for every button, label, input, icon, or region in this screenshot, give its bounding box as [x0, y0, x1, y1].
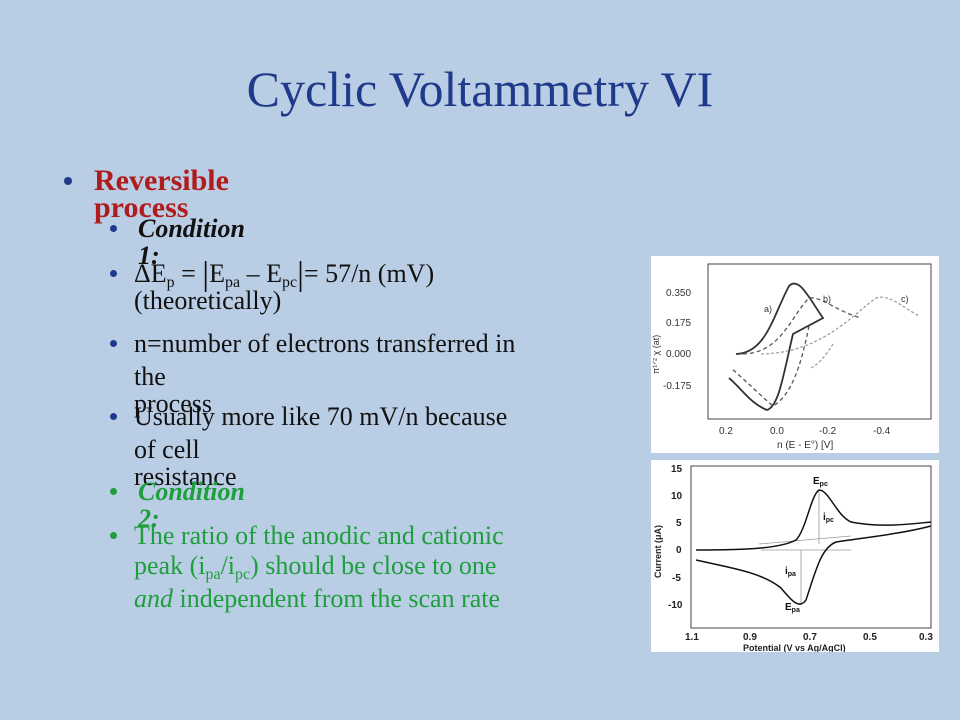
ratio-sub-pc: pc	[235, 566, 251, 583]
y-tick-label: 0.350	[666, 288, 691, 299]
y-tick-label: -5	[672, 573, 681, 584]
bullet-usually-line1: Usually more like 70 mV/n because	[134, 402, 508, 431]
baseline-anodic	[758, 535, 852, 545]
bullet-dot	[110, 532, 117, 539]
x-tick-label: 0.5	[863, 632, 877, 643]
annotation-epa: Epa	[785, 602, 800, 614]
x-axis-label: Potential (V vs Ag/AgCl)	[743, 643, 846, 652]
ratio-text-a: peak (i	[134, 551, 206, 580]
bullet-dot	[110, 225, 117, 232]
bullet-dot	[64, 177, 72, 185]
formula-sub-pc: pc	[281, 274, 298, 291]
formula-minus-e: – E	[240, 259, 282, 288]
bullet-theoretically: (theoretically)	[134, 286, 282, 315]
figure-bottom-voltammogram: 15 10 5 0 -5 -10 Current (μA) 1.1 0.9 0.…	[651, 460, 939, 653]
figure-top-voltammograms: 0.350 0.175 0.000 -0.175 π¹ᐟ² χ (at) 0.2…	[651, 256, 939, 453]
plot-frame	[690, 465, 932, 629]
y-axis-label: Current (μA)	[653, 525, 663, 578]
x-axis-label: n (E - E°) [V]	[777, 440, 833, 451]
formula-sub-p: p	[166, 274, 175, 291]
y-tick-label: 15	[671, 464, 683, 475]
curve-label-a: a)	[764, 304, 772, 314]
bullet-usually-line2: of cell resistance	[134, 435, 237, 491]
bullet-dot	[110, 488, 117, 495]
curve-c	[760, 296, 920, 369]
formula-sub-pa: pa	[224, 274, 241, 291]
y-tick-label: 5	[676, 518, 682, 529]
y-tick-label: 0	[676, 545, 682, 556]
bullet-delta-ep-formula: ΔEp = |Epa – Epc|= 57/n (mV)	[134, 258, 435, 292]
x-tick-label: 0.0	[770, 426, 784, 437]
curve-label-c: c)	[901, 294, 909, 304]
x-tick-label: 0.3	[919, 632, 933, 643]
bullet-dot	[110, 270, 117, 277]
bullet-dot	[110, 340, 117, 347]
y-tick-label: 10	[671, 491, 683, 502]
x-tick-label: 0.2	[719, 426, 733, 437]
x-tick-label: 0.7	[803, 632, 817, 643]
bullet-condition-2: Condition 2:	[138, 477, 245, 533]
bullet-n-definition-line2: the process	[134, 362, 212, 418]
curve-a	[728, 282, 825, 411]
curve-b	[730, 297, 862, 407]
figure-bottom-svg: 15 10 5 0 -5 -10 Current (μA) 1.1 0.9 0.…	[653, 464, 933, 653]
x-tick-label: 0.9	[743, 632, 757, 643]
ratio-text-c: ) should be close to one	[250, 551, 497, 580]
slide-title: Cyclic Voltammetry VI	[246, 61, 714, 117]
annotation-ipa: ipa	[785, 566, 796, 578]
x-tick-label: 1.1	[685, 632, 699, 643]
x-tick-label: -0.4	[873, 426, 891, 437]
annotation-ipc: ipc	[823, 512, 834, 524]
formula-abs-bar-right: |	[297, 256, 304, 293]
figure-top-svg: 0.350 0.175 0.000 -0.175 π¹ᐟ² χ (at) 0.2…	[651, 263, 932, 451]
formula-delta-e: ΔE	[134, 259, 167, 288]
y-axis-label: π¹ᐟ² χ (at)	[651, 335, 661, 374]
formula-result: = 57/n (mV)	[303, 259, 435, 288]
ratio-sub-pa: pa	[205, 566, 221, 583]
y-tick-label: -0.175	[663, 381, 692, 392]
x-tick-label: -0.2	[819, 426, 837, 437]
bullet-condition-1: Condition 1:	[138, 214, 245, 270]
y-tick-label: 0.000	[666, 349, 691, 360]
ratio-and-italic: and	[134, 584, 173, 613]
plot-frame	[707, 263, 932, 420]
formula-equals: =	[174, 259, 203, 288]
ratio-text-rest: independent from the scan rate	[173, 584, 501, 613]
bullet-dot	[110, 413, 117, 420]
bullet-ratio-line2: peak (ipa/ipc) should be close to one	[134, 551, 497, 583]
bullet-ratio-line1: The ratio of the anodic and cationic	[134, 521, 504, 550]
bullet-reversible-process: Reversible process	[94, 164, 229, 224]
bullet-n-definition-line1: n=number of electrons transferred in	[134, 329, 516, 358]
ratio-text-b: /i	[220, 551, 236, 580]
formula-abs-bar-left: |	[202, 256, 210, 293]
curve-label-b: b)	[823, 294, 831, 304]
formula-e-pa: E	[209, 259, 225, 288]
y-tick-label: 0.175	[666, 318, 691, 329]
cv-curve	[695, 489, 932, 605]
bullet-ratio-line3: and independent from the scan rate	[134, 585, 500, 612]
annotation-epc: Epc	[813, 476, 828, 488]
y-tick-label: -10	[668, 600, 683, 611]
